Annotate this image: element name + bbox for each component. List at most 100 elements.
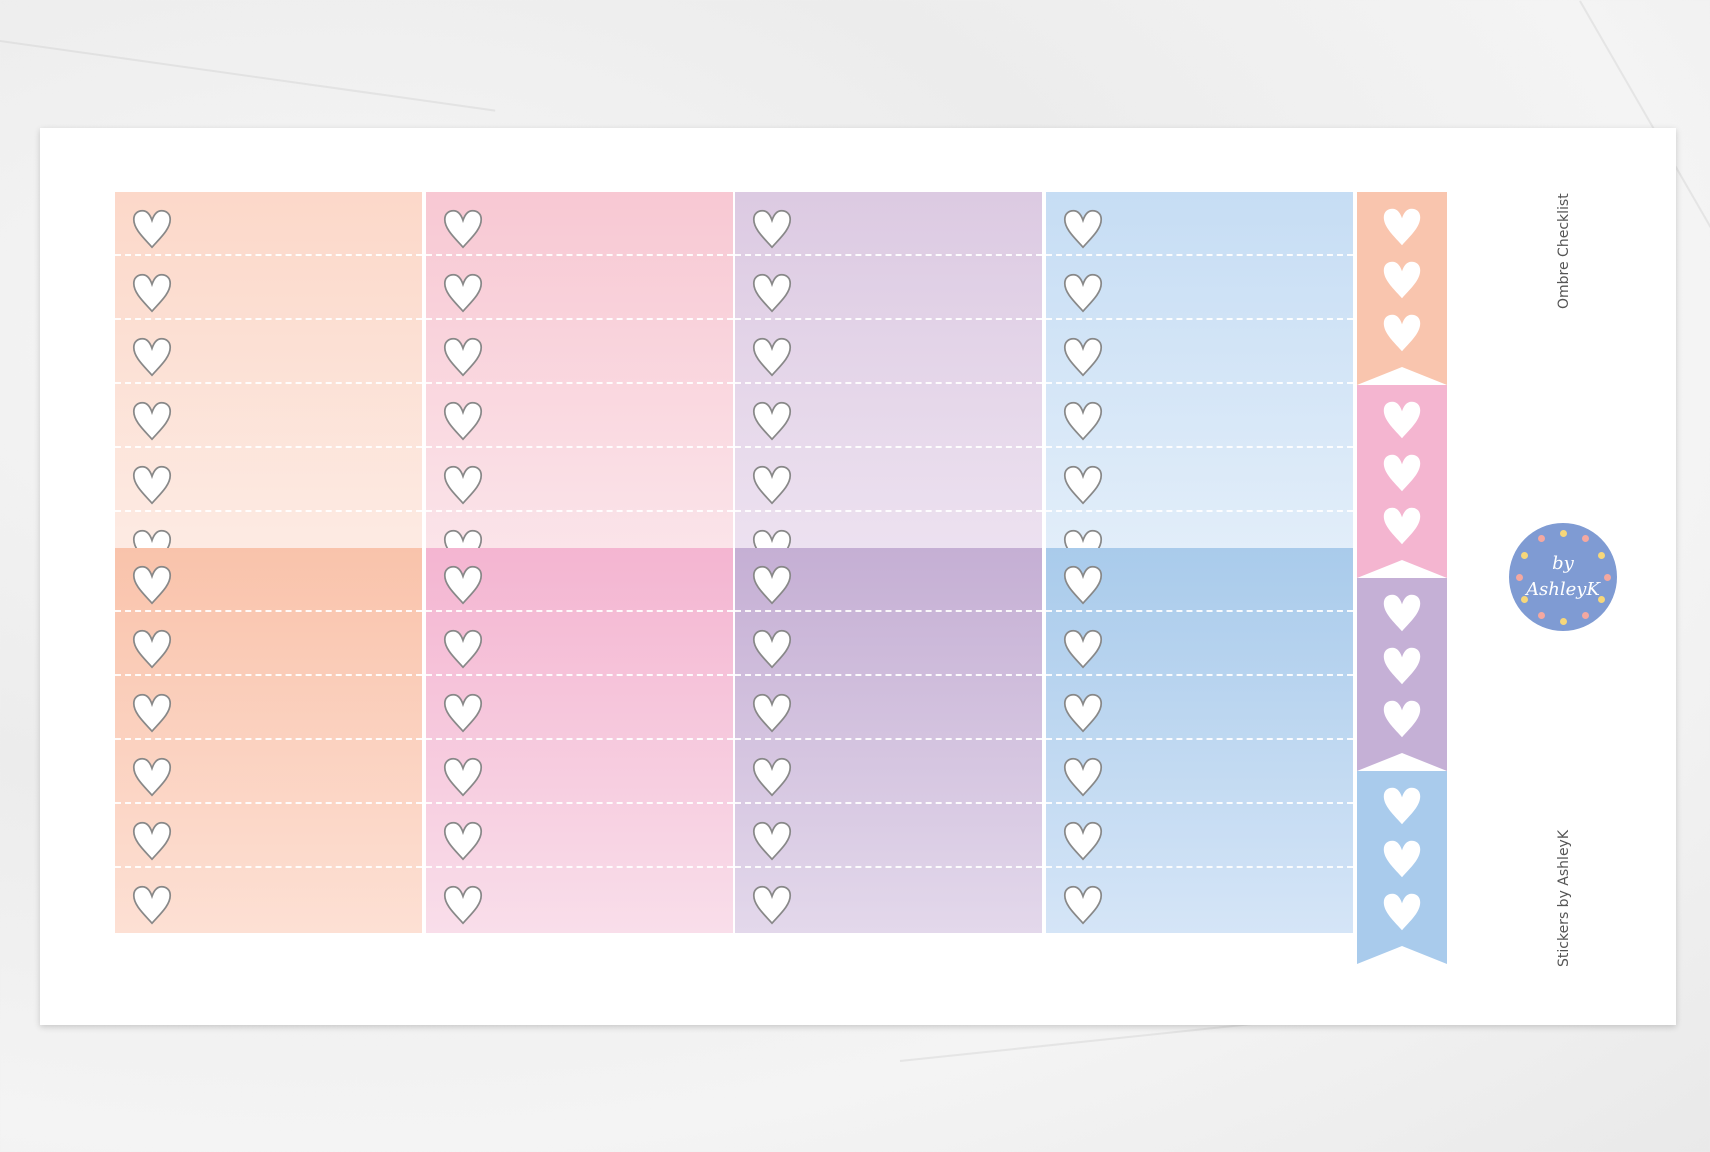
checklist-row xyxy=(115,804,422,868)
checklist-row xyxy=(426,320,733,384)
heart-outline-icon xyxy=(1063,821,1103,861)
logo-heart-dot xyxy=(1521,595,1529,603)
checklist-row xyxy=(426,740,733,804)
heart-outline-icon xyxy=(443,273,483,313)
logo-line-name: AshleyK xyxy=(1526,579,1600,600)
checklist-row xyxy=(1046,384,1353,448)
heart-outline-icon xyxy=(1063,465,1103,505)
sheet-title: Ombre Checklist xyxy=(1556,193,1572,309)
heart-outline-icon xyxy=(752,401,792,441)
checklist-row xyxy=(426,192,733,256)
marble-vein xyxy=(0,40,496,112)
heart-outline-icon xyxy=(752,209,792,249)
checklist-row xyxy=(1046,192,1353,256)
flag-notch xyxy=(1357,560,1447,578)
checklist-sticker-blue-light xyxy=(1046,192,1353,577)
logo-heart-dot xyxy=(1581,535,1589,543)
heart-solid-icon xyxy=(1383,314,1421,352)
heart-outline-icon xyxy=(1063,693,1103,733)
heart-solid-icon xyxy=(1383,893,1421,931)
checklist-sticker-pink-light xyxy=(426,192,733,577)
flag-sticker-peach xyxy=(1357,192,1447,385)
logo-heart-dot xyxy=(1537,535,1545,543)
logo-text: by AshleyK xyxy=(1509,551,1617,603)
checklist-row xyxy=(115,740,422,804)
logo-heart-dot xyxy=(1515,573,1523,581)
heart-outline-icon xyxy=(132,821,172,861)
heart-solid-icon xyxy=(1383,401,1421,439)
checklist-row xyxy=(426,448,733,512)
heart-outline-icon xyxy=(443,629,483,669)
heart-outline-icon xyxy=(752,465,792,505)
heart-outline-icon xyxy=(443,209,483,249)
flag-sticker-pink xyxy=(1357,385,1447,578)
flag-notch xyxy=(1357,367,1447,385)
checklist-row xyxy=(1046,804,1353,868)
sticker-sheet: Ombre Checklist by AshleyK Stickers by A… xyxy=(40,128,1676,1025)
brand-logo: by AshleyK xyxy=(1509,523,1617,631)
heart-outline-icon xyxy=(443,757,483,797)
heart-solid-icon xyxy=(1383,261,1421,299)
heart-outline-icon xyxy=(132,465,172,505)
logo-heart-dot xyxy=(1559,529,1567,537)
checklist-row xyxy=(1046,676,1353,740)
heart-outline-icon xyxy=(443,465,483,505)
logo-heart-dot xyxy=(1597,595,1605,603)
checklist-row xyxy=(1046,448,1353,512)
checklist-sticker-purple-light xyxy=(735,192,1042,577)
heart-outline-icon xyxy=(752,337,792,377)
heart-outline-icon xyxy=(132,209,172,249)
logo-heart-dot xyxy=(1603,573,1611,581)
heart-outline-icon xyxy=(1063,629,1103,669)
heart-outline-icon xyxy=(443,337,483,377)
checklist-row xyxy=(115,548,422,612)
heart-outline-icon xyxy=(443,401,483,441)
heart-outline-icon xyxy=(132,565,172,605)
logo-heart-dot xyxy=(1597,551,1605,559)
checklist-row xyxy=(426,804,733,868)
heart-solid-icon xyxy=(1383,700,1421,738)
logo-heart-dot xyxy=(1537,611,1545,619)
heart-outline-icon xyxy=(1063,209,1103,249)
heart-outline-icon xyxy=(132,273,172,313)
heart-outline-icon xyxy=(1063,401,1103,441)
heart-outline-icon xyxy=(1063,337,1103,377)
checklist-row xyxy=(735,676,1042,740)
heart-outline-icon xyxy=(752,273,792,313)
heart-solid-icon xyxy=(1383,647,1421,685)
checklist-row xyxy=(735,804,1042,868)
checklist-row xyxy=(735,740,1042,804)
heart-solid-icon xyxy=(1383,507,1421,545)
sheet-credit: Stickers by AshleyK xyxy=(1556,829,1572,967)
checklist-row xyxy=(115,868,422,932)
heart-solid-icon xyxy=(1383,787,1421,825)
heart-outline-icon xyxy=(132,401,172,441)
heart-outline-icon xyxy=(752,693,792,733)
heart-outline-icon xyxy=(752,757,792,797)
flag-sticker-blue xyxy=(1357,771,1447,964)
heart-solid-icon xyxy=(1383,594,1421,632)
checklist-row xyxy=(426,676,733,740)
checklist-row xyxy=(115,448,422,512)
logo-heart-dot xyxy=(1521,551,1529,559)
checklist-row xyxy=(426,384,733,448)
logo-line-by: by xyxy=(1552,553,1574,574)
heart-outline-icon xyxy=(443,693,483,733)
heart-outline-icon xyxy=(752,629,792,669)
heart-outline-icon xyxy=(132,885,172,925)
heart-outline-icon xyxy=(132,629,172,669)
checklist-row xyxy=(115,676,422,740)
logo-heart-dot xyxy=(1581,611,1589,619)
checklist-row xyxy=(735,548,1042,612)
checklist-row xyxy=(115,384,422,448)
heart-outline-icon xyxy=(132,693,172,733)
flag-sticker-purple xyxy=(1357,578,1447,771)
checklist-row xyxy=(735,192,1042,256)
heart-outline-icon xyxy=(752,885,792,925)
checklist-row xyxy=(426,548,733,612)
heart-outline-icon xyxy=(132,337,172,377)
checklist-sticker-peach-dark xyxy=(115,548,422,933)
checklist-row xyxy=(1046,612,1353,676)
checklist-row xyxy=(1046,868,1353,932)
checklist-row xyxy=(426,868,733,932)
